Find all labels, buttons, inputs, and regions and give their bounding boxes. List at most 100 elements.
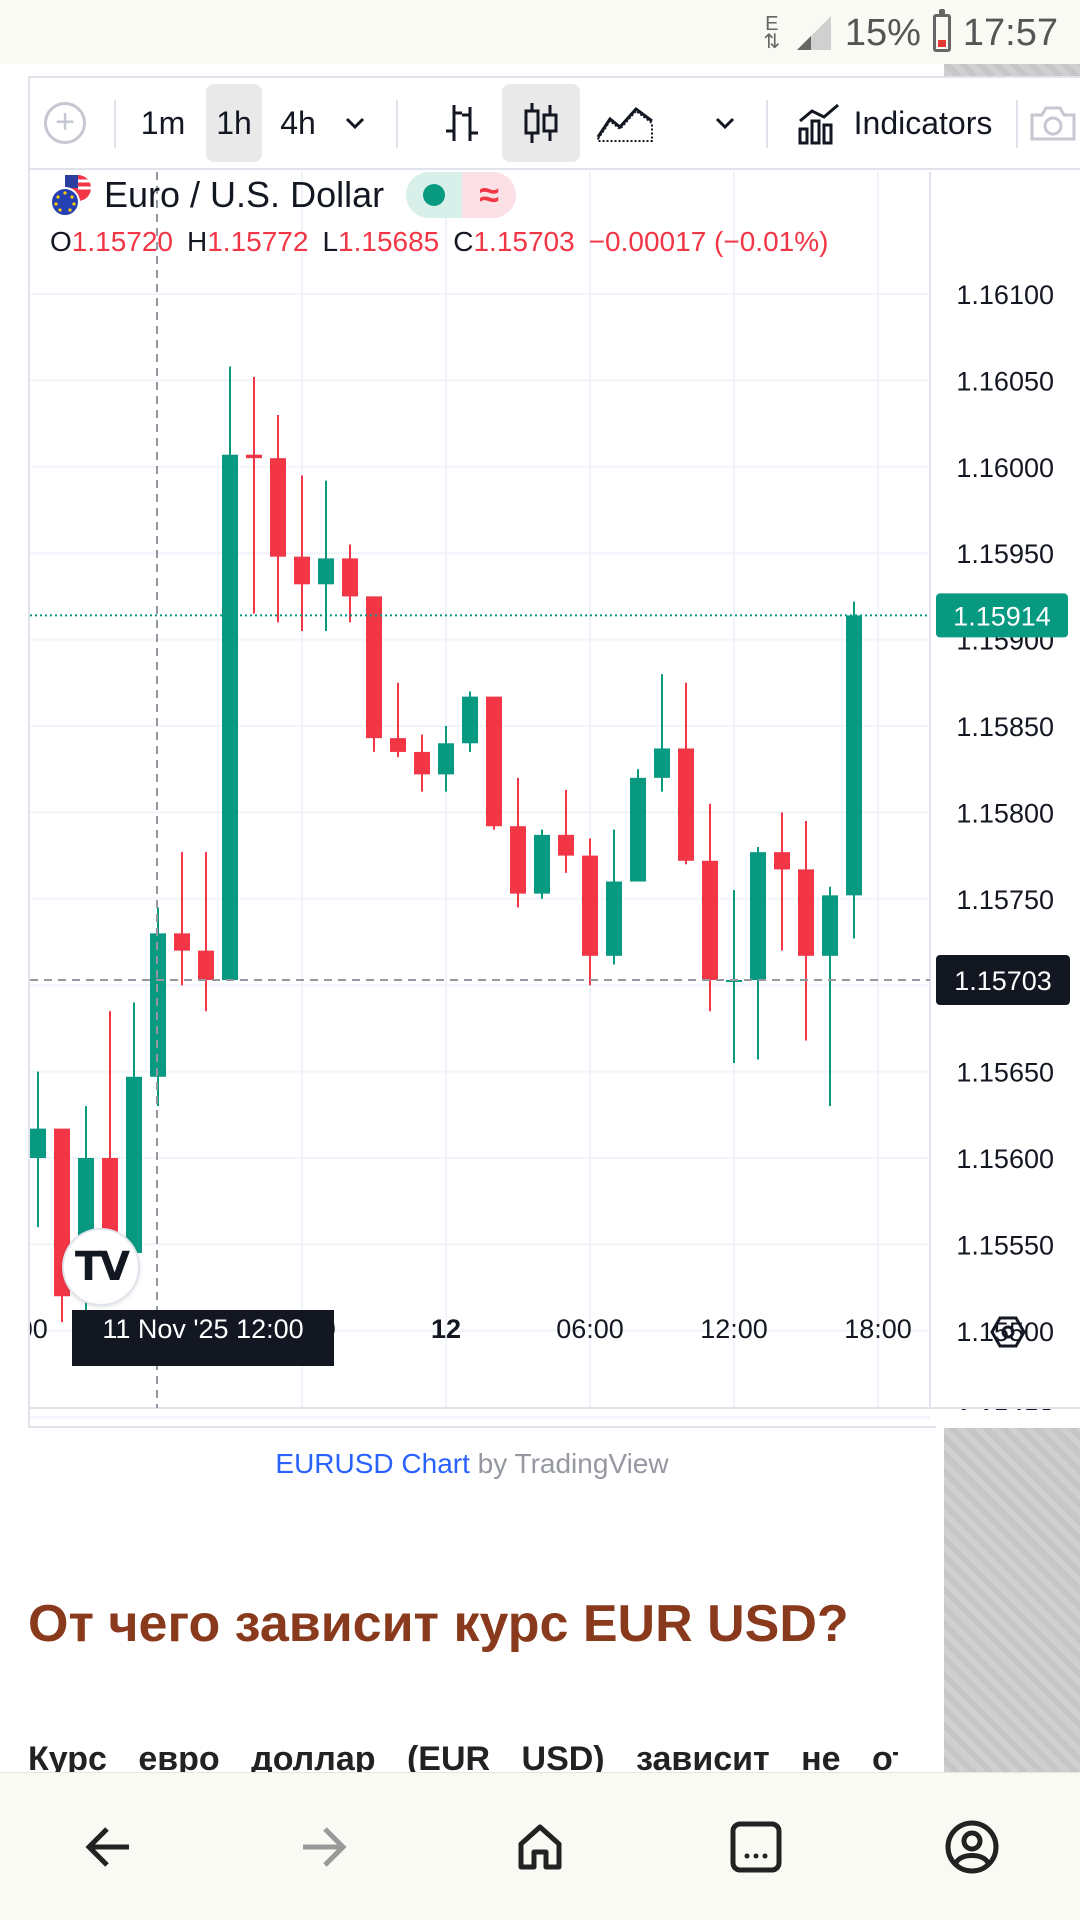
low-value: 1.15685 — [338, 226, 440, 257]
candle-style-button[interactable] — [502, 84, 580, 162]
browser-nav-bar — [0, 1772, 1080, 1920]
arrow-right-icon — [303, 1827, 347, 1867]
approx-icon: ≈ — [462, 172, 517, 218]
candle-body — [750, 852, 766, 981]
candle-body — [270, 458, 286, 557]
crosshair-price-badge — [936, 955, 1070, 1006]
candle-body — [246, 454, 262, 459]
chevron-down-icon — [345, 117, 365, 130]
area-style-button[interactable] — [590, 84, 660, 162]
battery-percent: 15% — [844, 11, 921, 54]
y-tick-label: 1.16050 — [956, 366, 1054, 396]
interval-dropdown-button[interactable] — [330, 84, 380, 162]
ohlc-readout: O1.15720 H1.15772 L1.15685 C1.15703 −0.0… — [50, 226, 828, 258]
area-chart-icon — [596, 106, 653, 142]
y-tick-label: 1.15500 — [956, 1317, 1054, 1347]
indicators-icon — [798, 103, 839, 145]
symbol-legend: Euro / U.S. Dollar ≈ — [50, 170, 517, 220]
y-tick-label: 1.15550 — [956, 1230, 1054, 1260]
candle-body — [318, 558, 334, 585]
y-tick-label: 1.16100 — [956, 280, 1054, 310]
x-tick-label: 12:00 — [700, 1314, 768, 1344]
candle-body — [174, 933, 190, 951]
tabs-icon — [730, 1821, 782, 1873]
home-button[interactable] — [500, 1807, 580, 1887]
candle-body — [678, 748, 694, 861]
candle-body — [798, 869, 814, 956]
high-value: 1.15772 — [207, 226, 309, 257]
candle-body — [534, 834, 550, 894]
candlestick-icon — [524, 103, 558, 143]
market-status-pill[interactable]: ≈ — [406, 172, 517, 218]
candle-body — [414, 751, 430, 775]
candle-body — [582, 855, 598, 956]
plus-circle-icon: + — [44, 102, 86, 144]
candle-body — [846, 615, 862, 896]
current-price-label: 1.15914 — [953, 601, 1051, 631]
candle-body — [558, 834, 574, 856]
back-button[interactable] — [68, 1807, 148, 1887]
candle-body — [654, 748, 670, 778]
eurusd-chart-link[interactable]: EURUSD Chart — [275, 1448, 470, 1479]
chart-toolbar: + 1m 1h 4h — [30, 78, 1080, 170]
candle-body — [462, 696, 478, 744]
y-tick-label: 1.15650 — [956, 1058, 1054, 1088]
x-tick-label: 12 — [431, 1314, 461, 1344]
x-tick-label: 06:00 — [556, 1314, 624, 1344]
article-paragraph: Курс евро доллар (EUR USD) зависит не от — [28, 1740, 898, 1778]
y-tick-label: 1.15600 — [956, 1144, 1054, 1174]
profile-button[interactable] — [932, 1807, 1012, 1887]
status-bar: E ⇅ 15% 17:57 — [0, 0, 1080, 64]
symbol-name[interactable]: Euro / U.S. Dollar — [104, 174, 385, 215]
candle-body — [774, 852, 790, 870]
candle-body — [702, 860, 718, 981]
open-label: O — [50, 226, 72, 257]
snapshot-button[interactable] — [1024, 84, 1080, 162]
attribution-by: by TradingView — [469, 1448, 669, 1479]
candle-body — [366, 596, 382, 739]
candle-body — [342, 558, 358, 597]
candle-body — [606, 881, 622, 956]
data-arrows-icon: E ⇅ — [763, 13, 781, 53]
camera-icon — [1030, 106, 1076, 141]
price-chart[interactable]: 1.161001.160501.160001.159501.159001.158… — [30, 172, 1080, 1428]
toolbar-separator — [1016, 100, 1018, 148]
article-heading: От чего зависит курс EUR USD? — [28, 1595, 849, 1653]
tradingview-logo-icon[interactable]: TV — [62, 1228, 140, 1306]
interval-4h-button[interactable]: 4h — [280, 104, 316, 141]
candle-body — [510, 826, 526, 894]
candle-body — [30, 1128, 46, 1158]
forward-button[interactable] — [284, 1807, 364, 1887]
y-tick-label: 1.16000 — [956, 453, 1054, 483]
candle-body — [126, 1076, 142, 1254]
chart-attribution: EURUSD Chart by TradingView — [0, 1448, 944, 1480]
battery-icon — [932, 9, 951, 52]
y-tick-label: 1.15800 — [956, 798, 1054, 828]
signal-icon — [796, 16, 831, 50]
bar-chart-icon — [446, 105, 478, 141]
high-label: H — [187, 226, 208, 257]
toolbar-separator — [114, 100, 116, 148]
settings-gear-icon[interactable] — [990, 1316, 1026, 1348]
chevron-down-icon — [715, 117, 735, 130]
tabs-button[interactable] — [716, 1807, 796, 1887]
toolbar-separator — [396, 100, 398, 148]
add-symbol-button[interactable]: + — [36, 84, 94, 162]
candle-body — [390, 738, 406, 752]
indicators-button[interactable]: Indicators — [774, 84, 1014, 162]
interval-1m-button[interactable]: 1m — [140, 104, 186, 141]
low-label: L — [322, 226, 339, 257]
candle-body — [438, 743, 454, 775]
axis-corner — [936, 1410, 1080, 1428]
bar-style-button[interactable] — [426, 84, 498, 162]
candle-body — [294, 556, 310, 585]
style-dropdown-button[interactable] — [700, 84, 750, 162]
arrow-left-icon — [85, 1827, 129, 1867]
crosshair-price-label: 1.15703 — [954, 966, 1052, 996]
change-value: −0.00017 (−0.01%) — [588, 226, 829, 257]
y-tick-label: 1.15850 — [956, 712, 1054, 742]
x-tick-label: 18:00 — [844, 1314, 912, 1344]
interval-1h-button[interactable]: 1h — [206, 84, 262, 162]
toolbar-separator — [766, 100, 768, 148]
